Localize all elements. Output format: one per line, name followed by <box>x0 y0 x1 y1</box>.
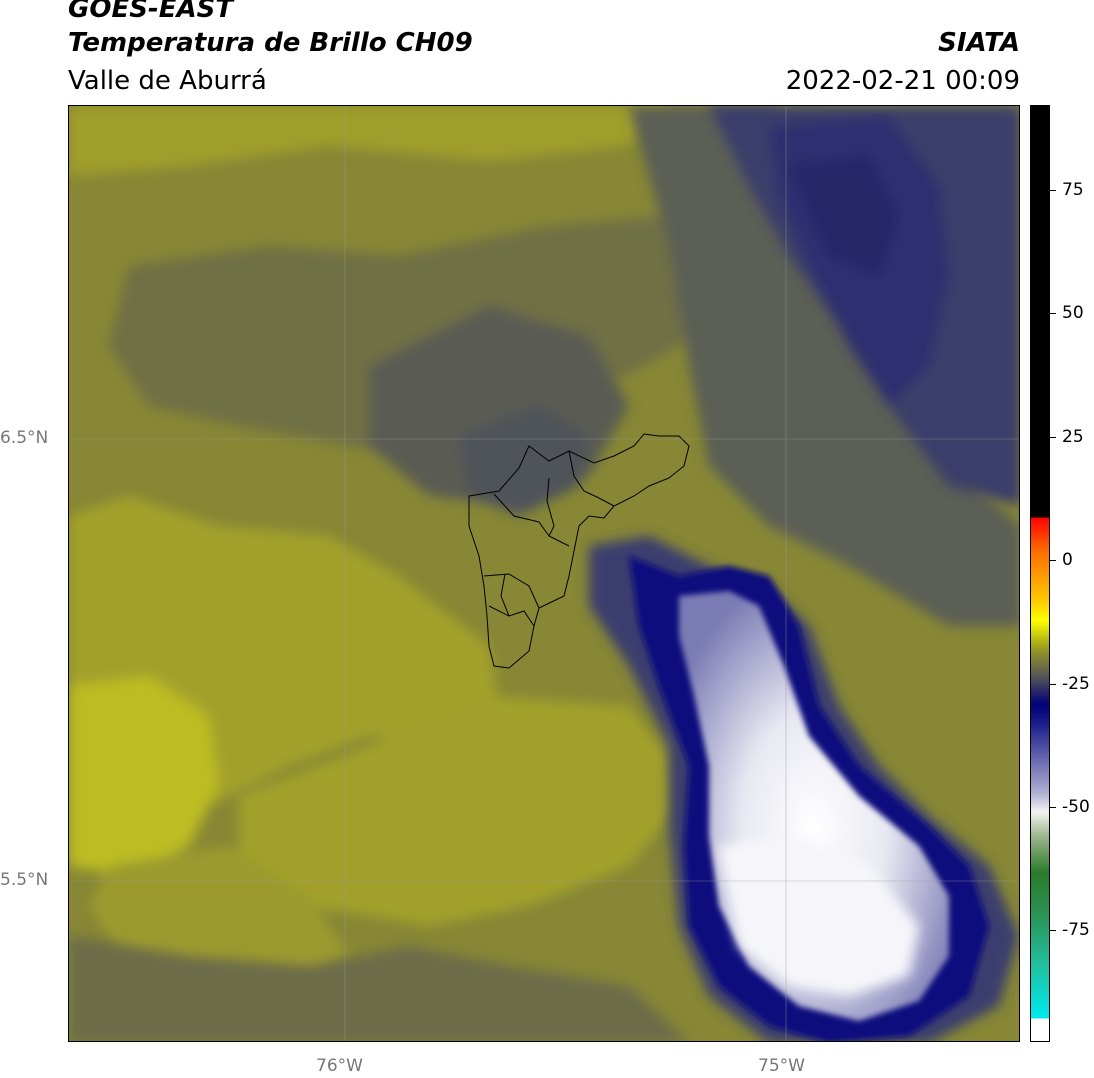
title-product: Temperatura de Brillo CH09 <box>68 28 473 58</box>
lon-tick-label: 75°W <box>758 1056 805 1076</box>
dark-center-patch <box>459 406 589 516</box>
boundary-mid-1 <box>493 493 570 547</box>
boundary-south-2 <box>488 605 535 627</box>
colorbar-tick <box>1050 930 1056 931</box>
colorbar-label: -25 <box>1062 674 1090 694</box>
colorbar-label: 25 <box>1062 427 1084 447</box>
dark-east-belt <box>629 106 1019 626</box>
boundary-north-east <box>568 450 615 507</box>
colorbar-tick <box>1050 313 1056 314</box>
bright-left-yellow <box>69 676 219 876</box>
lat-tick-label: 5.5°N <box>0 870 49 890</box>
northeast-cloud <box>709 106 1019 506</box>
title-region: Valle de Aburrá <box>68 66 267 96</box>
datetime-label: 2022-02-21 00:09 <box>785 66 1020 96</box>
colorbar-label: 75 <box>1062 180 1084 200</box>
dark-regions <box>69 106 1019 1041</box>
colorbar-label: -75 <box>1062 920 1090 940</box>
storm-white-center <box>719 836 919 996</box>
colorbar-tick <box>1050 807 1056 808</box>
colorbar-tick <box>1050 560 1056 561</box>
lon-tick-label: 76°W <box>316 1056 363 1076</box>
organization-label: SIATA <box>938 28 1020 58</box>
dark-south <box>69 936 687 1041</box>
map-canvas <box>69 106 1019 1041</box>
colorbar-tick <box>1050 437 1056 438</box>
storm-system <box>589 536 1019 1041</box>
colorbar-tick <box>1050 190 1056 191</box>
graticule <box>69 106 1019 1041</box>
satellite-map[interactable] <box>68 105 1020 1042</box>
colorbar-label: -50 <box>1062 797 1090 817</box>
boundary-south-3 <box>500 573 510 617</box>
lat-tick-label: 6.5°N <box>0 428 49 448</box>
colorbar-tick <box>1050 684 1056 685</box>
bright-top-left <box>69 106 669 176</box>
boundary-mid-2 <box>546 477 555 537</box>
colorbar <box>1030 105 1050 1042</box>
title-satellite: GOES-EAST <box>68 0 234 24</box>
colorbar-label: 0 <box>1062 550 1073 570</box>
boundary-south-1 <box>483 573 540 609</box>
bright-south-center <box>239 696 679 926</box>
colorbar-label: 50 <box>1062 303 1084 323</box>
municipal-boundaries <box>468 433 690 669</box>
navy-core <box>789 156 899 276</box>
